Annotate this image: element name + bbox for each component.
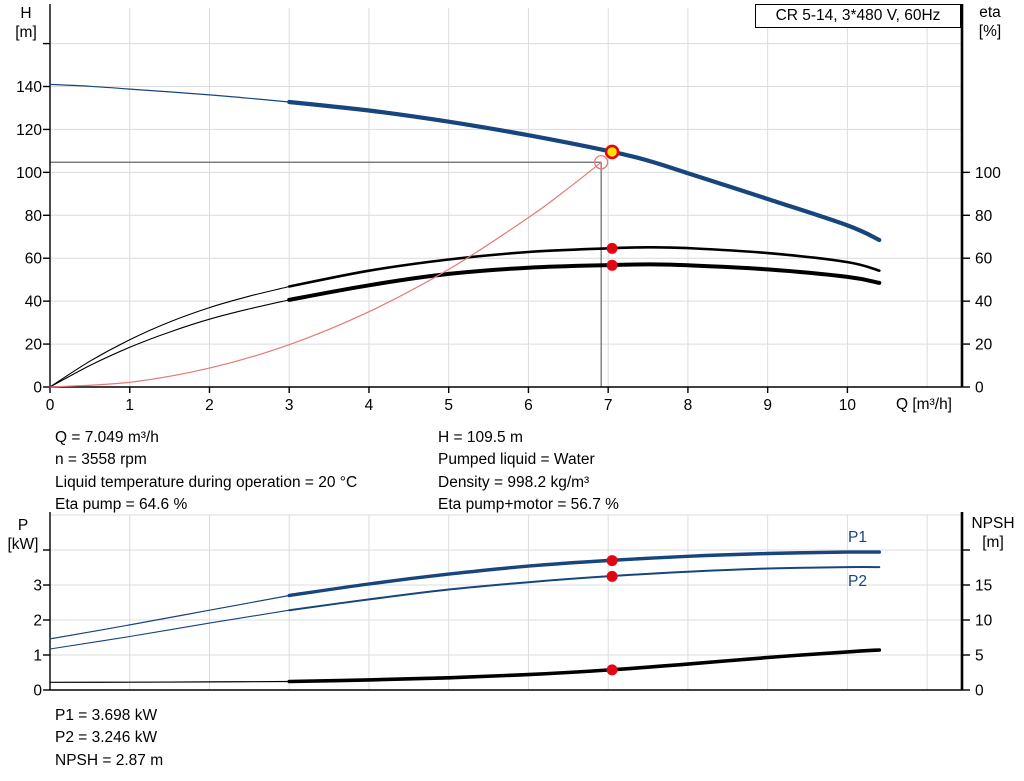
q-tick-label: 8	[684, 397, 693, 414]
annotation-line: Q = 7.049 m³/h	[55, 429, 159, 446]
eta-pump-curve	[287, 245, 881, 288]
q-tick-label: 7	[604, 397, 613, 414]
duty-point-eta-pump[interactable]	[606, 242, 618, 254]
h-axis-label: H [m]	[6, 4, 46, 42]
h-tick-label: 100	[16, 165, 42, 182]
eta-tick-label: 100	[975, 165, 1001, 182]
duty-point-p2[interactable]	[606, 570, 618, 582]
requested-duty-point[interactable]	[594, 155, 609, 170]
annotation-line: H = 109.5 m	[438, 429, 523, 446]
p-tick-label: 0	[33, 683, 42, 700]
h-tick-label: 60	[25, 251, 43, 268]
annotation-line: Density = 998.2 kg/m³	[438, 473, 590, 491]
system-curve-thin	[49, 161, 602, 388]
eta-pump-curve-thin	[49, 285, 290, 388]
p1-curve	[287, 550, 881, 598]
annotation-line: Eta pump = 64.6 %	[55, 495, 188, 513]
top-chart-gridlines	[50, 8, 962, 387]
npsh-axis-label-line1: NPSH	[971, 515, 1015, 532]
eta-tick-label: 0	[975, 380, 984, 397]
power-annotations: P1 = 3.698 kW P2 = 3.246 kW NPSH = 2.87 m	[55, 705, 163, 772]
annotation-line: Eta pump+motor = 56.7 %	[438, 495, 619, 513]
h-axis-label-line1: H	[20, 5, 32, 22]
head-curve-thin	[49, 83, 290, 103]
q-tick-label: 10	[839, 397, 857, 414]
eta-pump-motor-curve-thin	[49, 299, 290, 388]
h-tick-label: 140	[16, 79, 42, 96]
q-tick-label: 9	[763, 397, 772, 414]
eta-axis-label-line1: eta	[979, 4, 1001, 21]
p-tick-label: 2	[33, 613, 42, 630]
duty-point-crosshair	[50, 161, 602, 387]
duty-annotations-right: H = 109.5 m Pumped liquid = Water Density …	[438, 427, 619, 516]
eta-axis-label: eta [%]	[964, 3, 1016, 41]
npsh-axis-label-line2: [m]	[982, 534, 1004, 551]
eta-axis-label-line2: [%]	[978, 23, 1002, 40]
p2-curve-thin	[49, 609, 290, 650]
eta-pump-motor-curve	[287, 262, 882, 302]
bottom-chart-series	[49, 566, 881, 650]
top-chart-series	[49, 161, 602, 388]
p2-curve-label: P2	[848, 573, 867, 590]
duty-point-npsh[interactable]	[606, 664, 618, 676]
npsh-axis-label: NPSH [m]	[962, 514, 1024, 552]
p2-curve	[288, 566, 881, 612]
p-tick-label: 3	[33, 578, 42, 595]
bottom-chart-gridlines	[50, 514, 962, 690]
q-tick-label: 5	[444, 397, 453, 414]
q-axis-label: Q [m³/h]	[896, 396, 952, 413]
q-tick-label: 2	[205, 397, 214, 414]
eta-tick-label: 80	[975, 208, 993, 225]
pump-title-text: CR 5-14, 3*480 V, 60Hz	[775, 7, 941, 24]
q-tick-label: 3	[285, 397, 294, 414]
top-chart-series	[49, 83, 882, 243]
npsh-tick-label: 0	[975, 683, 984, 700]
q-tick-label: 6	[524, 397, 533, 414]
bottom-chart-ticks	[43, 549, 970, 691]
top-chart-series	[49, 262, 882, 388]
h-tick-label: 0	[33, 380, 42, 397]
pump-title-box: CR 5-14, 3*480 V, 60Hz	[755, 4, 961, 28]
top-chart-series	[49, 245, 881, 388]
annotation-line: P1 = 3.698 kW	[55, 707, 158, 724]
npsh-tick-label: 15	[975, 578, 992, 595]
top-chart-axes	[49, 4, 964, 388]
head-curve	[287, 99, 882, 243]
q-tick-label: 0	[46, 397, 55, 414]
p-axis-label-line1: P	[17, 517, 29, 534]
top-chart-ticks	[43, 42, 970, 393]
annotation-line: NPSH = 2.87 m	[55, 751, 164, 769]
p-axis-label: P [kW]	[2, 516, 44, 554]
eta-tick-label: 60	[975, 251, 993, 268]
bottom-chart-axes	[49, 512, 964, 691]
eta-tick-label: 20	[975, 337, 993, 354]
h-tick-label: 120	[16, 122, 42, 139]
duty-point-p1[interactable]	[606, 555, 618, 567]
h-tick-label: 80	[25, 208, 43, 225]
eta-tick-label: 40	[975, 294, 993, 311]
q-tick-label: 4	[365, 397, 374, 414]
annotation-line: Pumped liquid = Water	[438, 451, 595, 469]
npsh-curve-thin	[49, 680, 290, 683]
npsh-tick-label: 10	[975, 613, 993, 630]
annotation-line: Liquid temperature during operation = 20…	[55, 473, 358, 491]
h-tick-label: 20	[25, 337, 43, 354]
annotation-line: n = 3558 rpm	[55, 451, 147, 469]
duty-point-head[interactable]	[604, 144, 620, 160]
h-tick-label: 40	[25, 294, 43, 311]
npsh-tick-label: 5	[975, 648, 984, 665]
h-axis-label-line2: [m]	[15, 24, 37, 41]
p1-curve-label: P1	[848, 529, 867, 546]
p-axis-label-line2: [kW]	[7, 536, 39, 553]
p1-curve-thin	[49, 594, 290, 640]
annotation-line: P2 = 3.246 kW	[55, 729, 158, 747]
p-tick-label: 1	[33, 648, 42, 665]
q-tick-label: 1	[125, 397, 134, 414]
duty-point-eta-pump-motor[interactable]	[606, 259, 618, 271]
bottom-chart-series	[49, 550, 881, 640]
duty-annotations-left: Q = 7.049 m³/h n = 3558 rpm Liquid tempera…	[55, 427, 357, 516]
